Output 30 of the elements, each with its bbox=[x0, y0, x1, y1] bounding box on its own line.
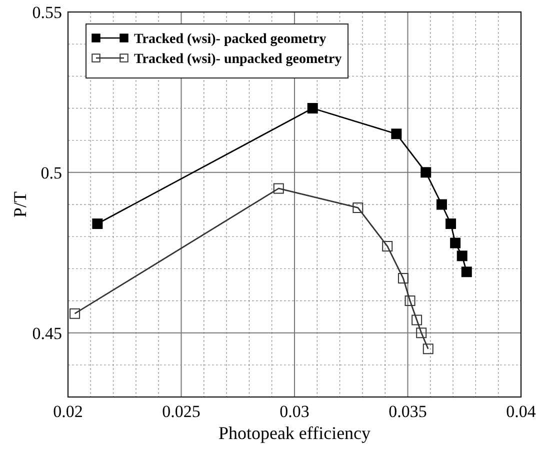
point bbox=[456, 250, 468, 262]
point bbox=[420, 167, 432, 178]
x-tick-label: 0.04 bbox=[506, 402, 536, 421]
x-tick-label: 0.03 bbox=[280, 402, 310, 421]
point bbox=[398, 273, 408, 284]
x-tick-label: 0.035 bbox=[388, 402, 427, 421]
point bbox=[446, 218, 456, 229]
legend-label: Tracked (wsi)- packed geometry bbox=[134, 32, 326, 47]
point bbox=[436, 199, 447, 210]
point bbox=[70, 308, 80, 319]
point bbox=[391, 128, 402, 140]
y-tick-label: 0.5 bbox=[40, 163, 62, 182]
point bbox=[273, 183, 284, 194]
y-tick-label: 0.55 bbox=[32, 3, 62, 22]
point bbox=[450, 238, 461, 248]
legend-label: Tracked (wsi)- unpacked geometry bbox=[134, 52, 342, 67]
point bbox=[307, 103, 318, 114]
point bbox=[92, 218, 103, 229]
point bbox=[461, 266, 472, 278]
x-tick-label: 0.025 bbox=[162, 402, 200, 421]
x-axis-title: Photopeak efficiency bbox=[218, 423, 371, 443]
point bbox=[352, 202, 364, 213]
point bbox=[404, 296, 416, 306]
y-axis-title: P/T bbox=[10, 191, 30, 218]
point bbox=[412, 314, 422, 326]
y-tick-label: 0.45 bbox=[32, 324, 62, 343]
point bbox=[382, 240, 393, 252]
x-tick-label: 0.02 bbox=[53, 402, 83, 421]
point bbox=[422, 344, 434, 354]
point bbox=[416, 328, 427, 338]
